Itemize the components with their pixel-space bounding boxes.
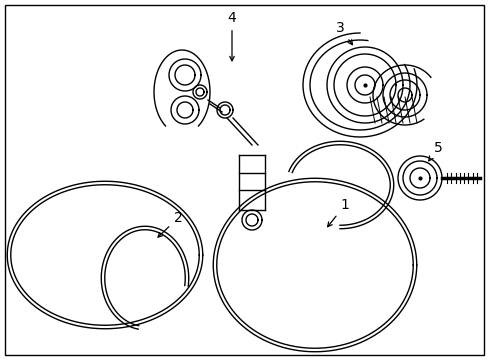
Text: 4: 4 [227,11,236,61]
Text: 5: 5 [428,141,442,161]
Text: 1: 1 [327,198,349,227]
Text: 2: 2 [158,211,182,237]
Text: 3: 3 [335,21,352,45]
